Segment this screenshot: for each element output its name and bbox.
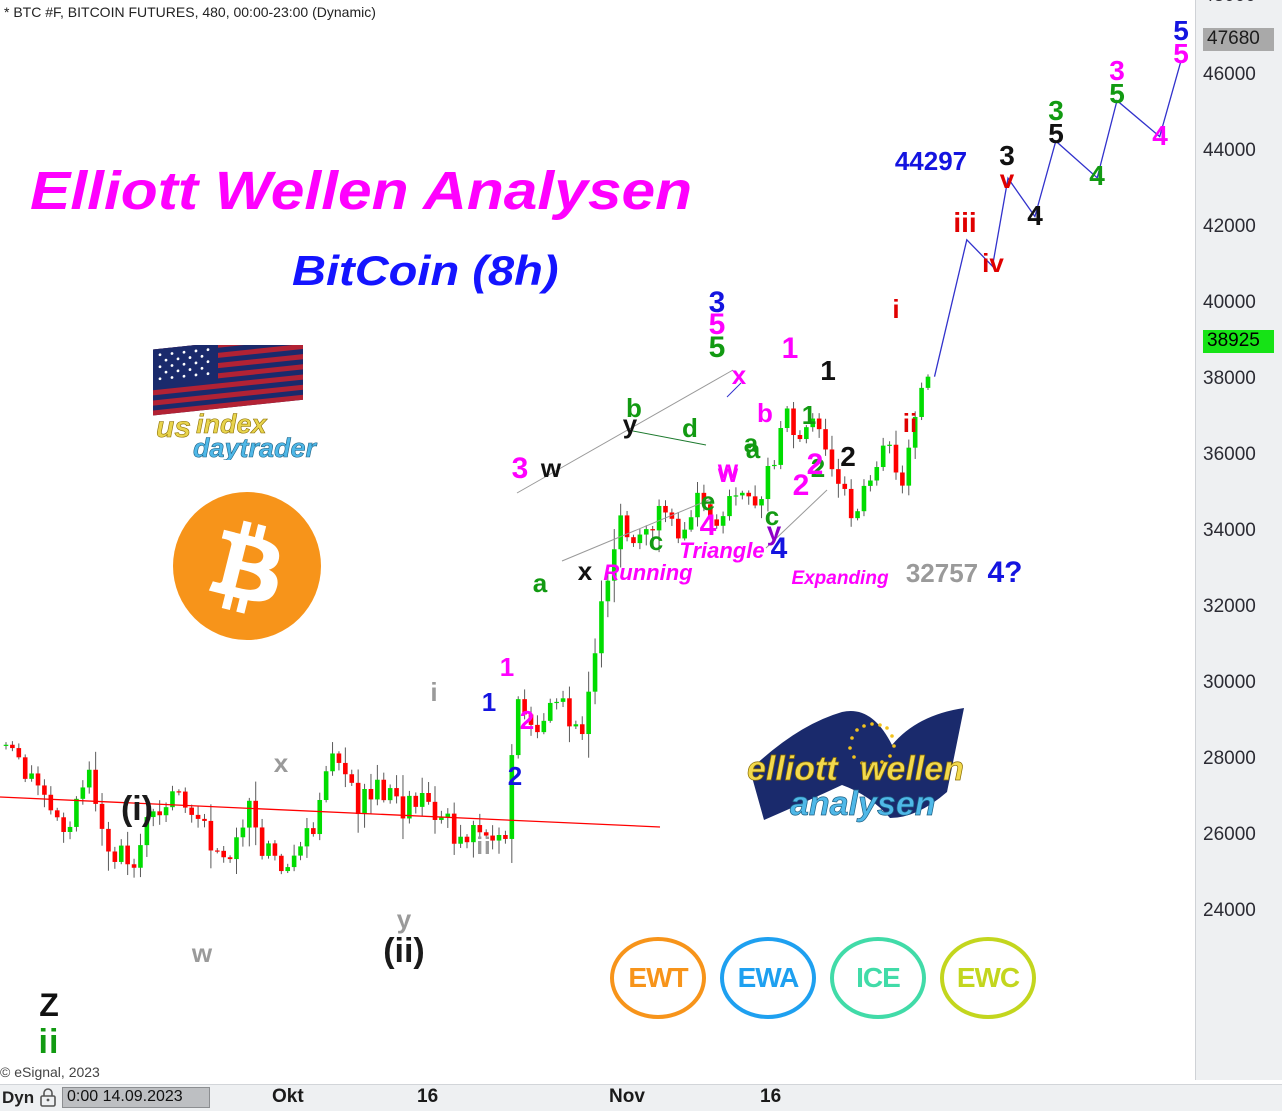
svg-text:w: w <box>540 453 562 483</box>
svg-text:us: us <box>156 411 191 444</box>
svg-text:daytrader: daytrader <box>193 433 318 460</box>
svg-text:y: y <box>397 904 412 934</box>
svg-text:Expanding: Expanding <box>791 568 889 589</box>
svg-text:x: x <box>578 556 593 586</box>
svg-text:elliott: elliott <box>747 750 839 788</box>
svg-text:2: 2 <box>807 448 824 481</box>
svg-text:e: e <box>701 486 715 516</box>
svg-text:w: w <box>717 454 739 484</box>
svg-text:4: 4 <box>1089 160 1105 191</box>
svg-text:i: i <box>892 294 899 324</box>
svg-text:Triangle: Triangle <box>679 538 764 563</box>
svg-text:iii: iii <box>953 207 976 238</box>
svg-text:i: i <box>430 677 437 707</box>
svg-text:Running: Running <box>603 560 693 585</box>
svg-text:Z: Z <box>39 987 59 1023</box>
svg-text:x: x <box>274 748 289 778</box>
svg-text:5: 5 <box>709 331 726 364</box>
svg-text:4: 4 <box>1027 200 1043 231</box>
svg-text:2: 2 <box>520 705 534 735</box>
svg-text:1: 1 <box>820 355 836 386</box>
svg-text:a: a <box>744 428 759 458</box>
svg-text:ii: ii <box>39 1023 60 1061</box>
svg-text:v: v <box>1000 164 1015 194</box>
svg-text:44297: 44297 <box>895 146 967 176</box>
svg-text:1: 1 <box>500 652 514 682</box>
svg-text:c: c <box>649 526 663 556</box>
svg-text:4?: 4? <box>987 556 1022 589</box>
svg-text:1: 1 <box>802 400 816 430</box>
svg-text:5: 5 <box>1109 78 1125 109</box>
svg-text:a: a <box>533 568 548 598</box>
svg-text:1: 1 <box>782 332 799 365</box>
svg-text:2: 2 <box>508 761 522 791</box>
svg-text:y: y <box>623 409 638 439</box>
svg-text:ii: ii <box>903 408 917 438</box>
svg-text:(ii): (ii) <box>383 932 425 970</box>
svg-text:2: 2 <box>840 441 856 472</box>
svg-text:ii: ii <box>476 833 491 860</box>
svg-text:(i): (i) <box>121 790 153 828</box>
svg-text:analysen: analysen <box>790 785 936 823</box>
svg-text:4: 4 <box>771 532 788 565</box>
svg-text:b: b <box>757 398 773 428</box>
svg-text:iv: iv <box>982 248 1004 278</box>
svg-text:3: 3 <box>512 452 529 485</box>
svg-text:w: w <box>191 938 213 968</box>
svg-text:32757: 32757 <box>906 558 978 588</box>
svg-text:d: d <box>682 413 698 443</box>
svg-text:5: 5 <box>1173 38 1189 69</box>
svg-text:wellen: wellen <box>860 750 964 788</box>
svg-text:x: x <box>732 360 747 390</box>
svg-text:4: 4 <box>1152 120 1168 151</box>
svg-text:1: 1 <box>482 687 496 717</box>
svg-text:5: 5 <box>1048 118 1064 149</box>
